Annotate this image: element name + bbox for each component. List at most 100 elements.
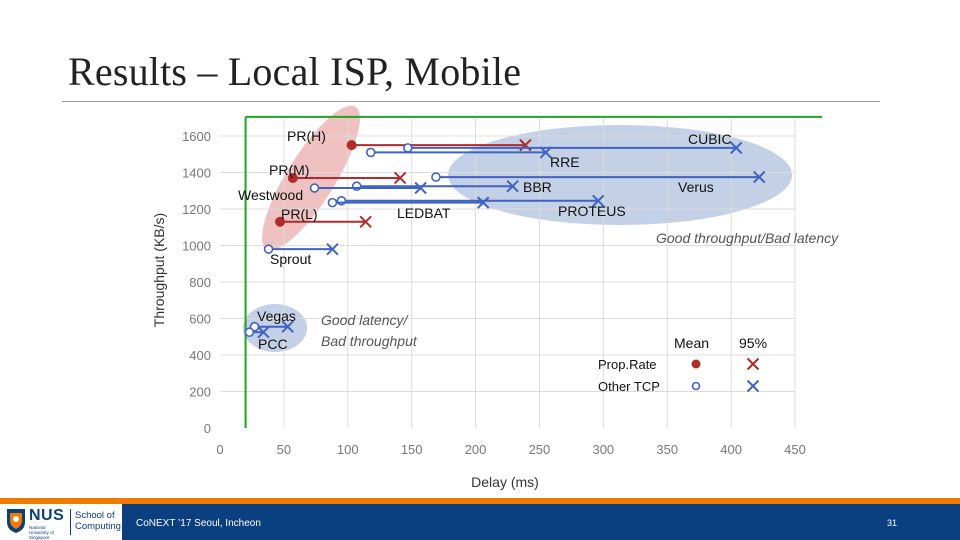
legend-p95-marker: [746, 379, 760, 393]
nus-logo: NUS National University of Singapore Sch…: [0, 504, 122, 540]
p95-point: [281, 320, 294, 333]
slide-title: Results – Local ISP, Mobile: [68, 49, 522, 94]
series-label: BBR: [523, 179, 552, 195]
p95-point-stroke-b: [592, 194, 605, 207]
p95-point-stroke-b: [281, 320, 294, 333]
y-tick-label: 600: [189, 312, 211, 327]
chart-legend: Mean 95% Prop.Rate Other TCP: [598, 335, 767, 394]
series-label: CUBIC: [688, 131, 732, 147]
chart-marks: [244, 138, 766, 339]
series-label: Vegas: [257, 308, 296, 324]
legend-p95-marker-stroke-b: [746, 379, 760, 393]
x-tick-label: 200: [465, 442, 487, 457]
school-line-2: Computing: [75, 521, 121, 532]
x-axis-label: Delay (ms): [471, 474, 539, 490]
region-good-latency: [243, 304, 307, 352]
legend-label: Prop.Rate: [598, 357, 657, 372]
p95-point-stroke-b: [506, 179, 519, 193]
x-tick-label: 350: [656, 442, 678, 457]
footer-orange-stripe: [0, 498, 960, 504]
annotation-good-throughput: Good throughput/Bad latency: [656, 230, 839, 246]
footer-bar: [0, 504, 960, 540]
mean-point: [431, 172, 441, 182]
y-tick-label: 1400: [182, 166, 211, 181]
x-tick-label: 50: [277, 442, 291, 457]
y-tick-label: 1600: [182, 129, 211, 144]
p95-point: [753, 170, 766, 184]
p95-point-stroke-b: [359, 215, 372, 228]
chart-grid: [220, 117, 796, 428]
x-tick-label: 450: [784, 442, 806, 457]
y-tick-label: 0: [204, 421, 211, 436]
p95-point: [539, 146, 553, 159]
series-label: PR(L): [281, 206, 318, 222]
series-label: PR(H): [287, 128, 326, 144]
mean-point: [263, 244, 274, 254]
mean-point: [365, 147, 376, 158]
mean-point: [309, 183, 320, 193]
logo-wordmark: NUS: [29, 507, 65, 524]
legend-p95-marker: [746, 357, 760, 371]
annotation-good-latency-1: Good latency/: [321, 312, 409, 328]
series-label: LEDBAT: [397, 205, 451, 221]
footer-event: CoNEXT ’17 Seoul, Incheon: [136, 518, 261, 529]
p95-point-stroke-b: [753, 170, 766, 184]
y-tick-label: 1200: [182, 202, 211, 217]
series-label: PCC: [258, 336, 288, 352]
p95-point-stroke-b: [477, 196, 490, 209]
slide-footer: NUS National University of Singapore Sch…: [0, 498, 960, 540]
legend-p95-marker-stroke-b: [746, 357, 760, 371]
y-axis-label: Throughput (KB/s): [151, 213, 167, 327]
x-tick-label: 300: [592, 442, 614, 457]
crest-icon: [7, 509, 25, 533]
y-tick-label: 400: [189, 348, 211, 363]
y-tick-label: 200: [189, 385, 211, 400]
p95-point-stroke-b: [257, 325, 270, 339]
series-labels: PR(H) PR(M) PR(L) CUBIC RRE Verus BBR Westwood P…: [238, 128, 732, 352]
mean-point: [287, 172, 298, 183]
series-label: Verus: [678, 179, 714, 195]
p95-point-stroke-b: [414, 181, 427, 195]
chart-axes: 0 50 100 150 200 250 300 350 400 450 0 200 400 600 800…: [151, 115, 822, 490]
p95-point: [326, 242, 339, 256]
p95-point: [730, 141, 743, 155]
x-tick-label: 100: [337, 442, 359, 457]
legend-mean-marker: [691, 381, 701, 391]
throughput-delay-chart: 0 50 100 150 200 250 300 350 400 450 0 200 400 600 800…: [151, 105, 839, 490]
series-label: Sprout: [270, 251, 311, 267]
legend-header-mean: Mean: [674, 335, 709, 351]
school-name: School of Computing: [75, 510, 121, 532]
p95-point: [506, 179, 519, 193]
p95-point: [257, 325, 270, 339]
p95-point-stroke-b: [730, 141, 743, 155]
legend-mean-marker: [691, 359, 701, 369]
legend-label: Other TCP: [598, 379, 660, 394]
page-number: 31: [887, 518, 898, 528]
p95-point: [393, 171, 407, 185]
annotation-good-latency-2: Bad throughput: [321, 333, 418, 349]
series-label: RRE: [550, 154, 580, 170]
series-label: PR(M): [269, 162, 309, 178]
p95-point: [592, 194, 605, 207]
y-tick-label: 1000: [182, 239, 211, 254]
mean-point: [327, 197, 338, 208]
p95-point: [477, 196, 490, 209]
mean-point: [244, 327, 255, 337]
x-tick-label: 250: [529, 442, 551, 457]
mean-point: [403, 143, 413, 153]
mean-point: [346, 140, 357, 151]
legend-header-95: 95%: [739, 335, 767, 351]
series-label: PROTEUS: [558, 203, 626, 219]
p95-point: [414, 181, 427, 195]
y-tick-label: 800: [189, 275, 211, 290]
logo-separator: [70, 509, 71, 535]
x-tick-label: 400: [720, 442, 742, 457]
title-divider: [62, 101, 880, 102]
p95-point-stroke-b: [539, 146, 553, 159]
p95-point: [359, 215, 372, 228]
x-tick-label: 0: [216, 442, 223, 457]
chart-annotations: Good throughput/Bad latency Good latency/…: [321, 230, 839, 349]
school-line-1: School of: [75, 510, 115, 521]
mean-point: [275, 216, 286, 227]
series-label: Westwood: [238, 187, 303, 203]
